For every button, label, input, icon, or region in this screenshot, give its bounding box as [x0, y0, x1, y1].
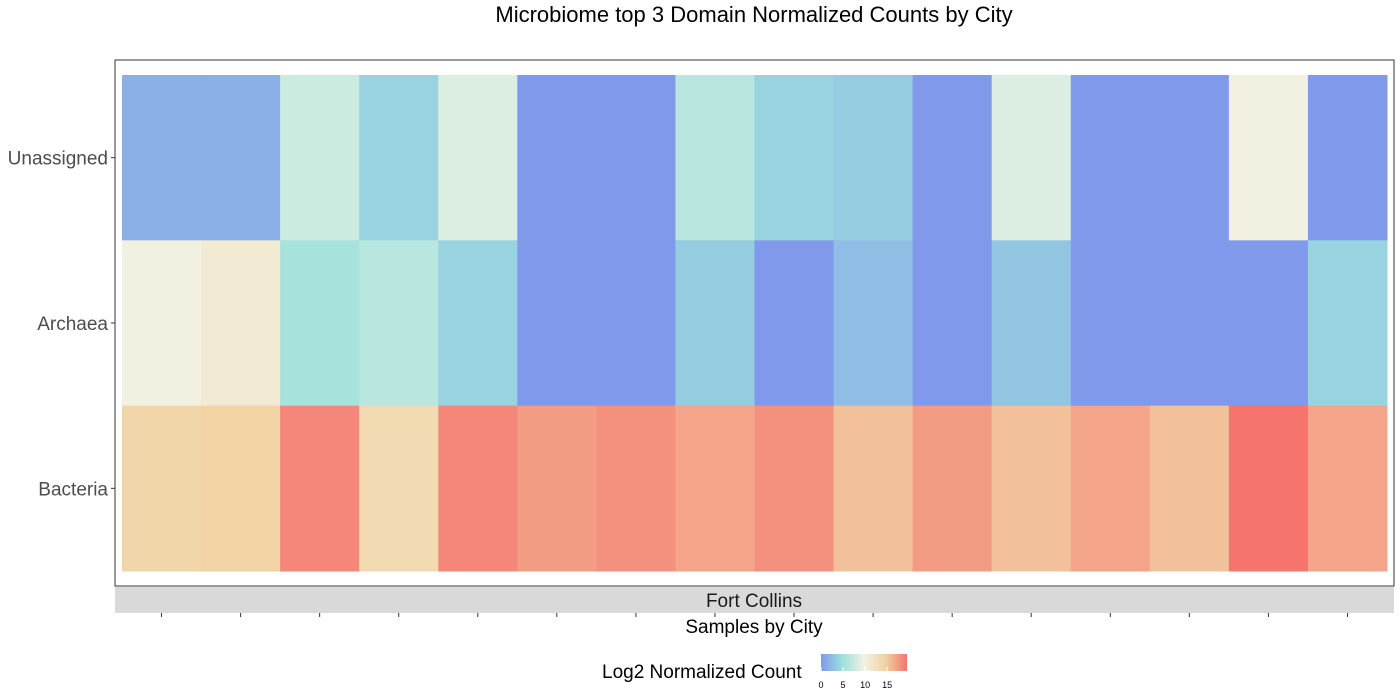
colorbar: [821, 654, 907, 671]
heatmap-cell: [675, 240, 755, 407]
heatmap-cell: [833, 240, 914, 407]
heatmap-cell: [596, 405, 676, 572]
heatmap-cell: [1307, 405, 1388, 572]
colorbar-tick-label: 0: [818, 680, 823, 690]
heatmap-cell: [438, 405, 518, 572]
heatmap-cells: [122, 75, 1388, 572]
heatmap-cell: [1149, 75, 1230, 241]
y-tick-label: Unassigned: [8, 149, 108, 170]
heatmap-cell: [122, 75, 202, 241]
heatmap-cell: [596, 75, 676, 241]
y-axis-labels: Unassigned Archaea Bacteria: [8, 149, 115, 500]
heatmap-cell: [1228, 75, 1309, 241]
heatmap-cell: [280, 75, 360, 241]
colorbar-tick-label: 10: [860, 680, 870, 690]
heatmap-cell: [991, 240, 1072, 407]
heatmap-cell: [517, 75, 597, 241]
heatmap-cell: [1228, 240, 1309, 407]
y-tick-label: Bacteria: [38, 479, 108, 500]
heatmap-cell: [912, 240, 993, 407]
x-axis-title: Samples by City: [685, 617, 823, 638]
facet-strip: [115, 587, 1394, 613]
heatmap-cell: [201, 75, 281, 241]
heatmap-cell: [359, 405, 439, 572]
facet-strip-label: Fort Collins: [706, 591, 802, 612]
colorbar-ticks: 0 5 10 15: [818, 667, 892, 690]
heatmap-cell: [675, 75, 755, 241]
heatmap-cell: [1149, 240, 1230, 407]
heatmap-cell: [122, 240, 202, 407]
heatmap-cell: [280, 405, 360, 572]
heatmap-cell: [201, 405, 281, 572]
heatmap-cell: [517, 405, 597, 572]
chart-title: Microbiome top 3 Domain Normalized Count…: [495, 2, 1012, 27]
heatmap-cell: [991, 75, 1072, 241]
heatmap-cell: [1070, 405, 1151, 572]
heatmap-cell: [438, 240, 518, 407]
heatmap-cell: [912, 75, 993, 241]
y-tick-label: Archaea: [37, 314, 108, 335]
heatmap-cell: [833, 75, 914, 241]
heatmap-cell: [596, 240, 676, 407]
heatmap-cell: [833, 405, 914, 572]
colorbar-tick-label: 15: [882, 680, 892, 690]
heatmap-cell: [754, 405, 835, 572]
colorbar-tick-label: 5: [841, 680, 846, 690]
heatmap-cell: [1307, 75, 1388, 241]
heatmap-cell: [1070, 75, 1151, 241]
heatmap-cell: [912, 405, 993, 572]
heatmap-cell: [359, 75, 439, 241]
heatmap-cell: [122, 405, 202, 572]
heatmap-cell: [1228, 405, 1309, 572]
heatmap-cell: [438, 75, 518, 241]
heatmap-cell: [754, 75, 835, 241]
heatmap-cell: [517, 240, 597, 407]
heatmap-cell: [675, 405, 755, 572]
heatmap-cell: [359, 240, 439, 407]
x-axis-ticks: [161, 613, 1348, 617]
heatmap-cell: [1149, 405, 1230, 572]
heatmap-cell: [1307, 240, 1388, 407]
legend-title: Log2 Normalized Count: [602, 662, 802, 683]
heatmap-cell: [1070, 240, 1151, 407]
heatmap-cell: [280, 240, 360, 407]
heatmap-cell: [754, 240, 835, 407]
heatmap-cell: [201, 240, 281, 407]
heatmap-cell: [991, 405, 1072, 572]
